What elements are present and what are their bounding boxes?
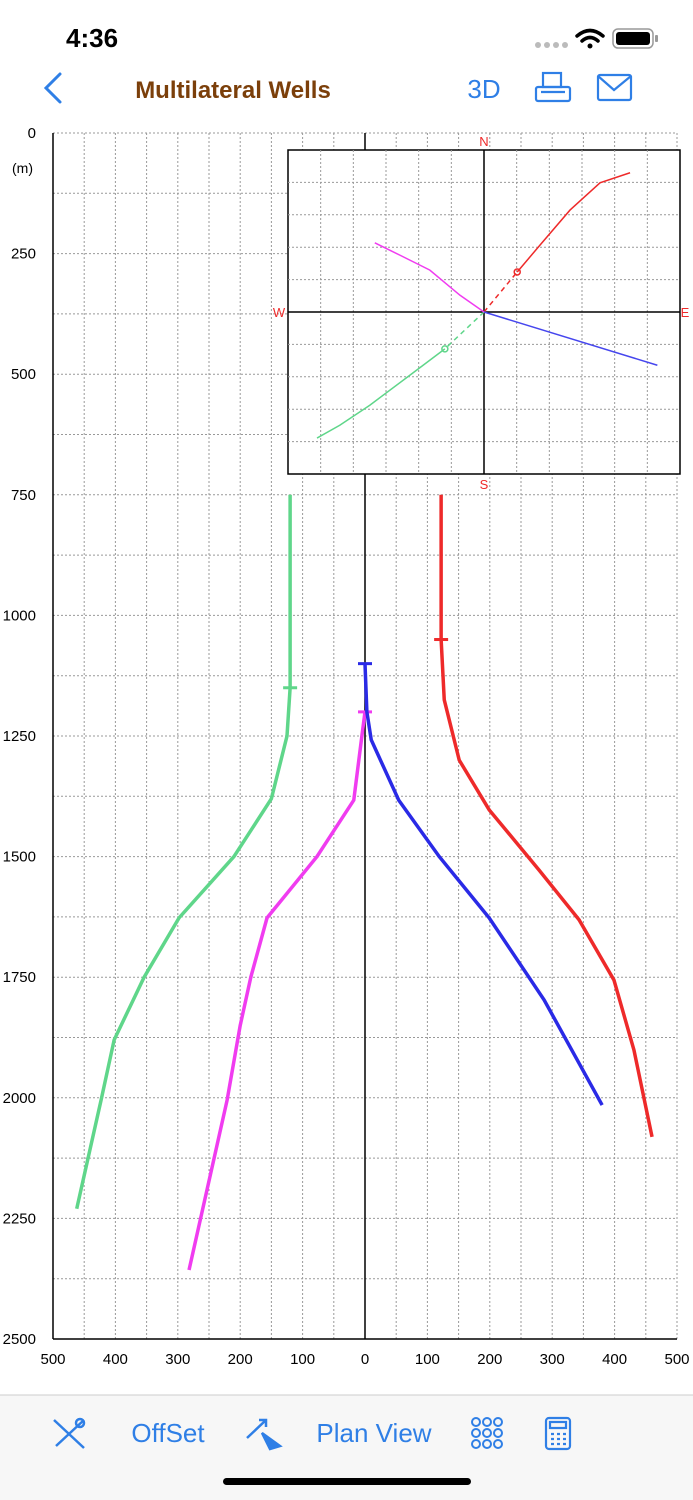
compass-s: S xyxy=(480,477,489,492)
x-tick-label: 400 xyxy=(602,1351,627,1368)
back-button[interactable] xyxy=(43,72,62,104)
time: 4:36 xyxy=(66,23,118,53)
y-tick-label: 2500 xyxy=(3,1331,36,1348)
y-tick-label: 1250 xyxy=(3,728,36,745)
plan-path xyxy=(483,311,658,366)
well-path xyxy=(363,663,604,1106)
well-path xyxy=(187,711,367,1271)
compass-w: W xyxy=(273,305,286,320)
y-tick-label: 500 xyxy=(11,366,36,383)
compass-e: E xyxy=(681,305,690,320)
calculator-button[interactable] xyxy=(544,1416,572,1451)
plan-marker xyxy=(441,345,449,353)
grid-button[interactable] xyxy=(471,1417,503,1449)
print-button[interactable] xyxy=(534,71,572,103)
y-tick-label: 1500 xyxy=(3,849,36,866)
3d-button[interactable]: 3D xyxy=(467,74,500,104)
tools-button[interactable] xyxy=(53,1417,86,1449)
move-button[interactable] xyxy=(246,1418,283,1451)
y-tick-label: 1750 xyxy=(3,969,36,986)
wifi xyxy=(575,28,605,49)
y-tick-label: 2250 xyxy=(3,1210,36,1227)
x-tick-label: 100 xyxy=(290,1351,315,1368)
y-tick-label: 250 xyxy=(11,246,36,263)
x-tick-label: 200 xyxy=(477,1351,502,1368)
x-tick-label: 300 xyxy=(540,1351,565,1368)
signal xyxy=(535,42,568,48)
plan-marker xyxy=(513,268,521,276)
home-indicator xyxy=(223,1478,471,1485)
x-tick-label: 500 xyxy=(40,1351,65,1368)
nav-title: Multilateral Wells xyxy=(135,77,331,104)
offset-button[interactable]: OffSet xyxy=(131,1418,205,1448)
battery xyxy=(612,28,658,49)
x-tick-label: 0 xyxy=(361,1351,369,1368)
compass-n: N xyxy=(479,134,488,149)
y-tick-label: 1000 xyxy=(3,607,36,624)
y-tick-label: 750 xyxy=(11,487,36,504)
mail-button[interactable] xyxy=(596,73,633,102)
plan-path xyxy=(516,172,631,273)
plan-path xyxy=(374,242,485,313)
x-tick-label: 200 xyxy=(228,1351,253,1368)
x-tick-label: 100 xyxy=(415,1351,440,1368)
x-tick-label: 300 xyxy=(165,1351,190,1368)
well-path xyxy=(75,494,292,1210)
y-unit-label: (m) xyxy=(12,160,33,176)
well-path xyxy=(439,494,654,1138)
x-tick-label: 400 xyxy=(103,1351,128,1368)
plan-view-button[interactable]: Plan View xyxy=(316,1418,431,1448)
x-tick-label: 500 xyxy=(664,1351,689,1368)
chart: 500 400 300 200 100 0 100 200 300 400 500025050075… xyxy=(3,125,690,1368)
y-tick-label: 2000 xyxy=(3,1090,36,1107)
y-tick-label: 0 xyxy=(28,125,36,142)
plan-path xyxy=(316,348,446,439)
